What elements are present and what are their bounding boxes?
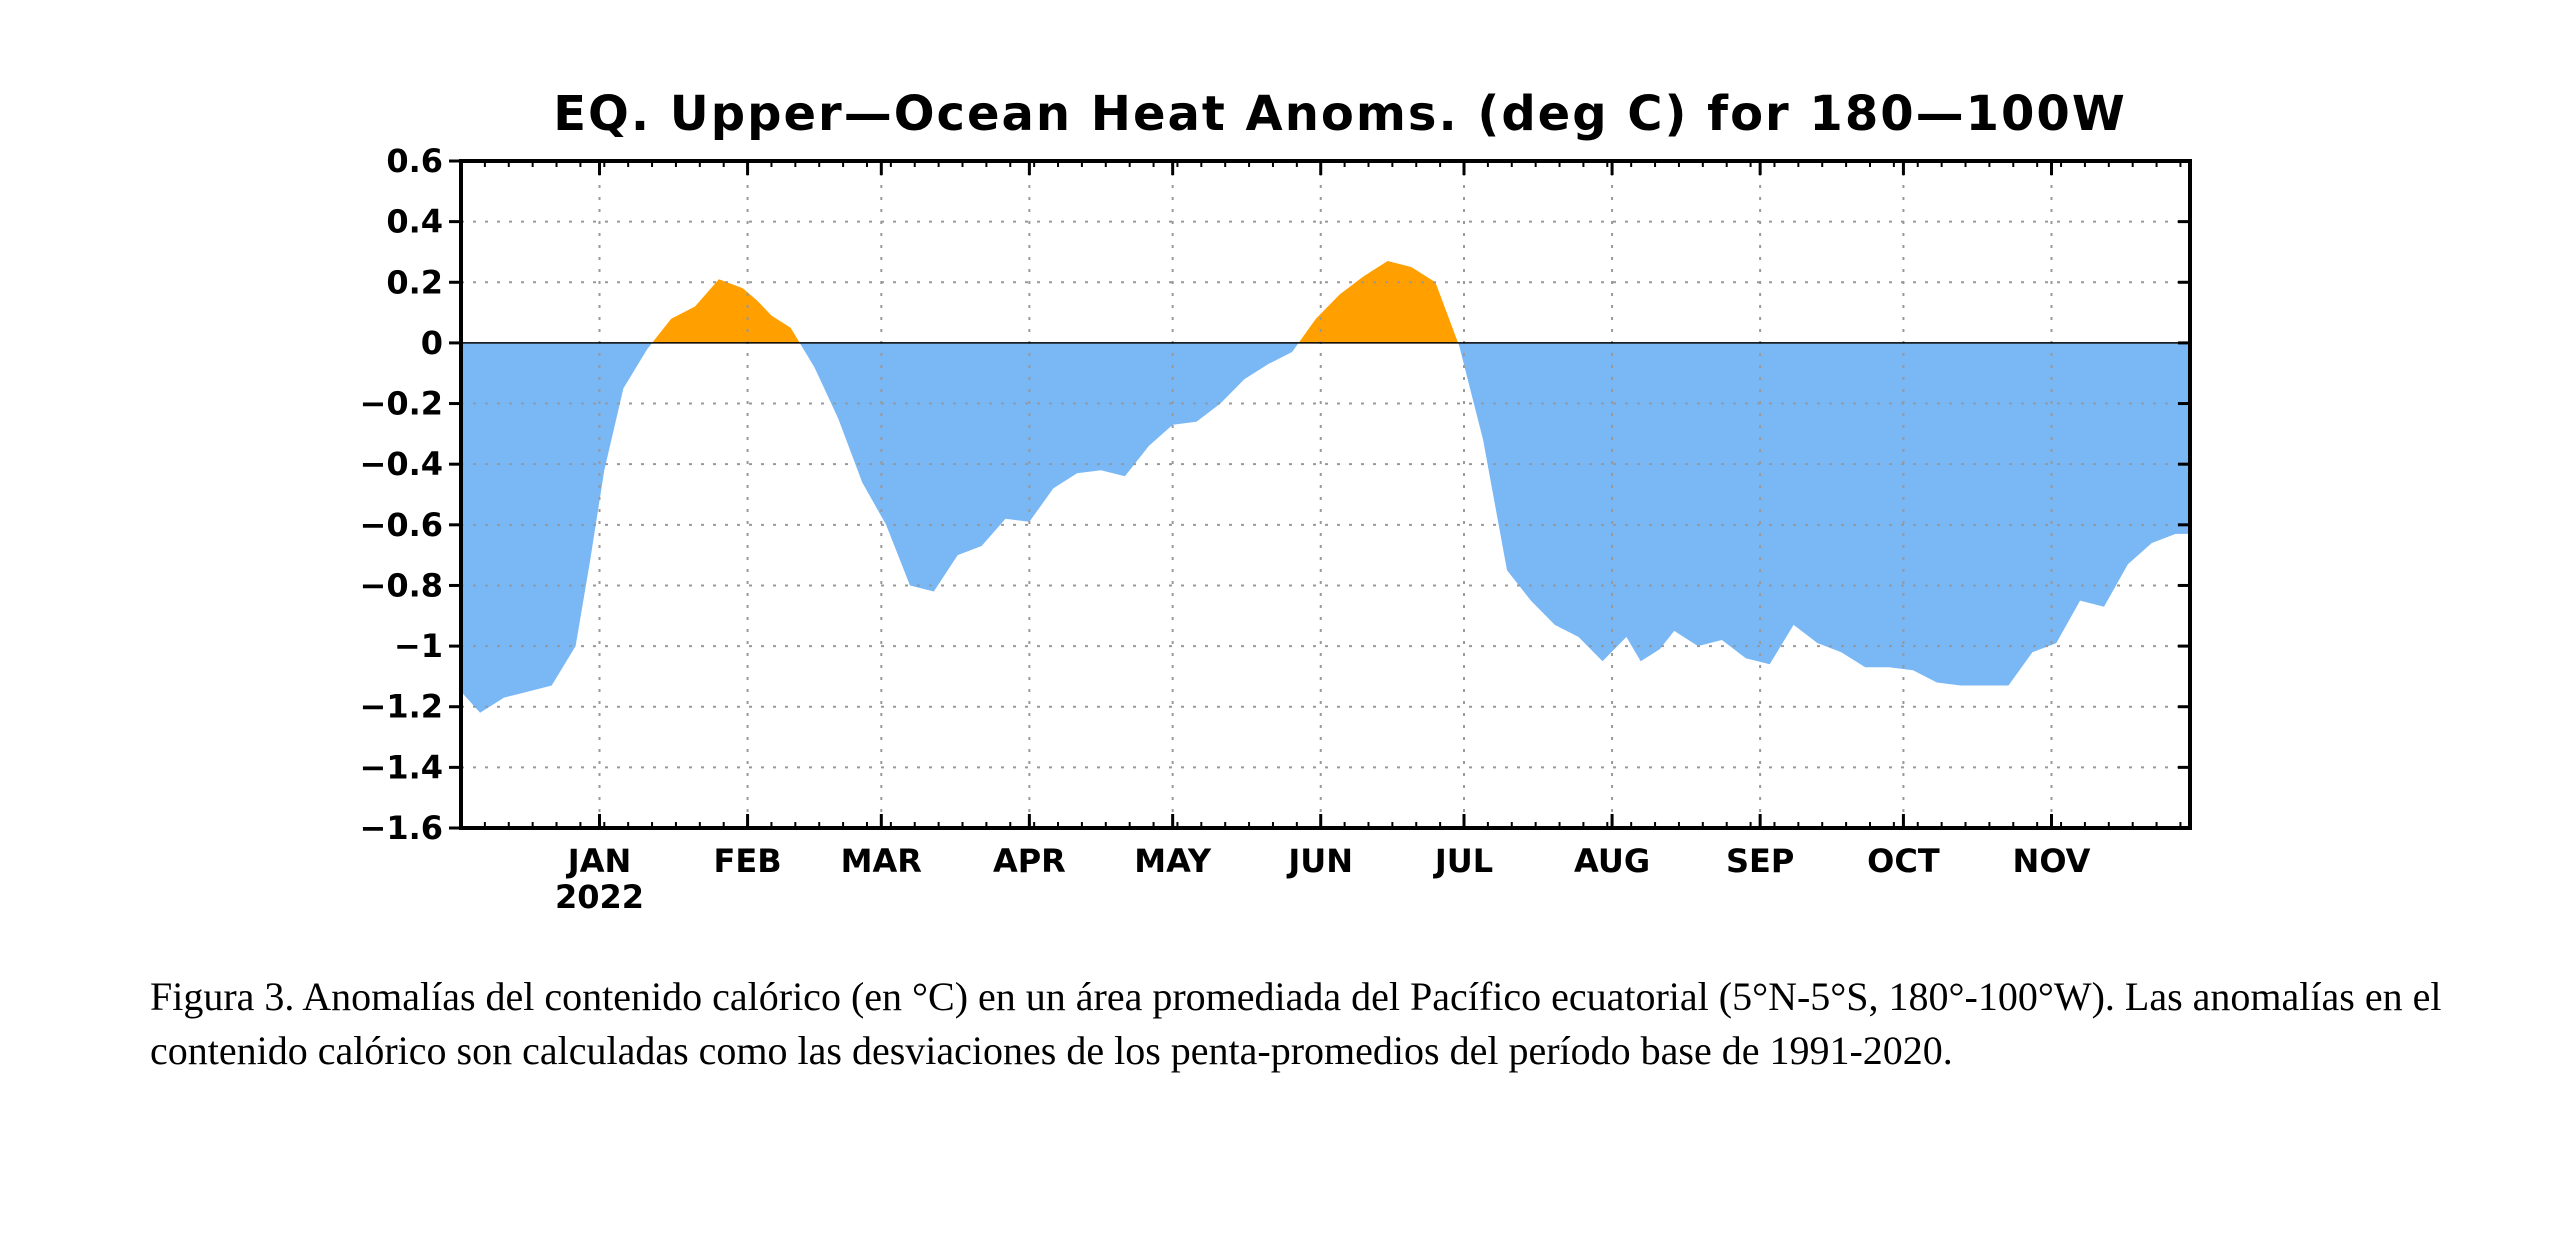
y-tick-label: −0.4	[360, 445, 444, 483]
grid	[461, 161, 2190, 828]
chart: EQ. Upper—Ocean Heat Anoms. (deg C) for …	[360, 86, 2192, 916]
x-tick-label: JAN	[566, 842, 631, 880]
x-tick-label: MAR	[841, 842, 922, 880]
anomaly-fill	[461, 261, 2190, 713]
y-tick-label: −1	[394, 627, 443, 665]
figure-caption: Figura 3. Anomalías del contenido calóri…	[150, 974, 2442, 1073]
y-tick-label: 0.6	[386, 142, 443, 180]
x-tick-label: FEB	[714, 842, 782, 880]
y-tick-label: −1.6	[360, 809, 444, 847]
y-tick-label: 0	[421, 324, 443, 362]
plot-border	[459, 159, 2192, 830]
y-tick-label: −1.2	[360, 688, 444, 726]
x-tick-label: JUL	[1433, 842, 1493, 880]
x-tick-label: NOV	[2013, 842, 2091, 880]
x-tick-year-label: 2022	[555, 878, 644, 916]
x-tick-label: MAY	[1134, 842, 1212, 880]
positive-anomaly-area	[461, 261, 2190, 343]
y-tick-label: −0.6	[360, 506, 444, 544]
y-tick-label: 0.4	[386, 203, 443, 241]
chart-title: EQ. Upper—Ocean Heat Anoms. (deg C) for …	[553, 86, 2127, 142]
x-tick-label: APR	[993, 842, 1066, 880]
x-tick-label: OCT	[1867, 842, 1940, 880]
plot-frame	[459, 159, 2192, 830]
x-tick-label: JUN	[1286, 842, 1353, 880]
y-tick-label: −1.4	[360, 748, 444, 786]
y-tick-label: 0.2	[386, 263, 443, 301]
x-tick-label: SEP	[1726, 842, 1794, 880]
negative-anomaly-area	[461, 342, 2190, 713]
y-tick-label: −0.2	[360, 385, 444, 423]
y-axis: 0.6 0.4 0.2 0 −0.2 −0.4 −0.6 −0.8 −1 −1.2 −1.4 −1.6	[360, 142, 2190, 847]
y-tick-label: −0.8	[360, 566, 444, 604]
x-tick-label: AUG	[1574, 842, 1650, 880]
